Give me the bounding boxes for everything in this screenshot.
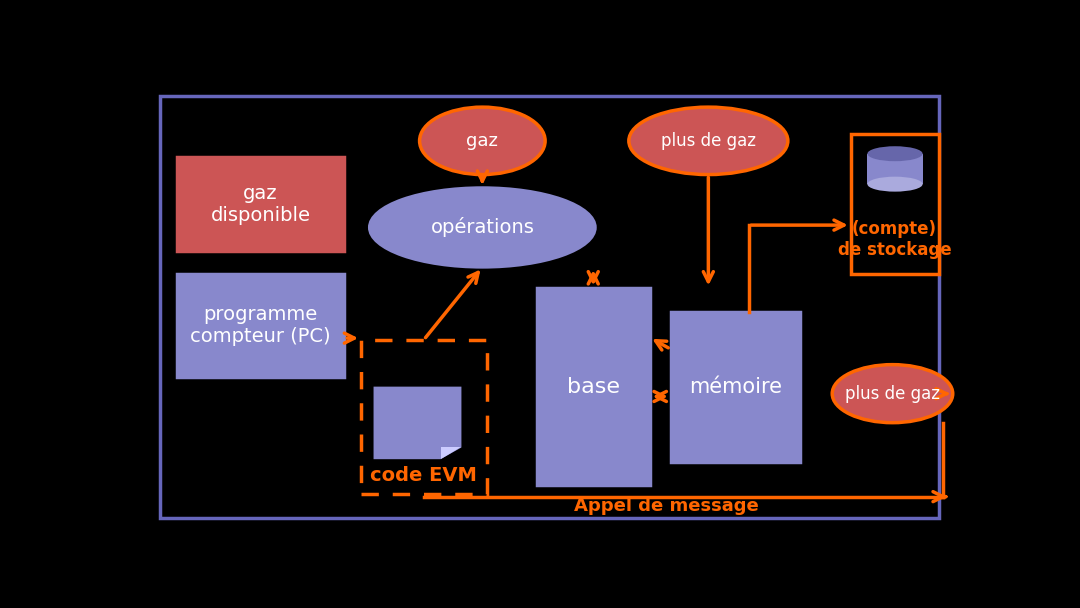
Bar — [177, 274, 345, 377]
Text: gaz
disponible: gaz disponible — [211, 184, 311, 224]
Text: (compte)
de stockage: (compte) de stockage — [838, 219, 951, 258]
Bar — [177, 157, 345, 251]
Text: base: base — [567, 376, 620, 396]
Bar — [671, 312, 800, 461]
Ellipse shape — [629, 107, 788, 174]
Ellipse shape — [369, 188, 595, 268]
Text: mémoire: mémoire — [689, 376, 782, 396]
Polygon shape — [374, 387, 461, 459]
Text: opérations: opérations — [431, 218, 535, 238]
Text: plus de gaz: plus de gaz — [845, 385, 940, 402]
Text: plus de gaz: plus de gaz — [661, 132, 756, 150]
Bar — [851, 134, 939, 274]
Text: Appel de message: Appel de message — [575, 497, 759, 515]
Polygon shape — [441, 447, 461, 459]
Text: gaz: gaz — [467, 132, 498, 150]
Ellipse shape — [419, 107, 545, 174]
Bar — [537, 288, 650, 485]
Bar — [361, 340, 486, 494]
Text: programme
compteur (PC): programme compteur (PC) — [190, 305, 330, 347]
Text: code EVM: code EVM — [370, 466, 477, 485]
Ellipse shape — [833, 365, 953, 423]
Bar — [867, 154, 922, 184]
Ellipse shape — [867, 177, 922, 192]
Ellipse shape — [867, 147, 922, 161]
